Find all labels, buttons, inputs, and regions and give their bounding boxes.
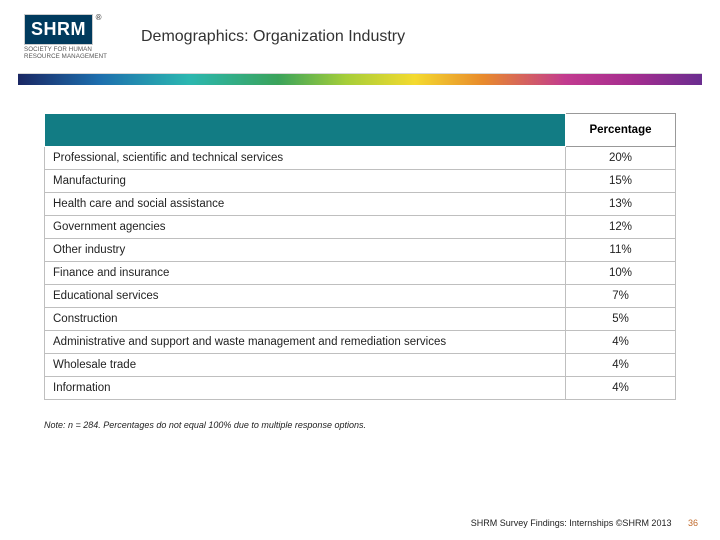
footnote: Note: n = 284. Percentages do not equal …	[44, 420, 676, 430]
percentage-cell: 4%	[566, 353, 676, 376]
percentage-cell: 4%	[566, 376, 676, 399]
industry-table-container: Percentage Professional, scientific and …	[44, 113, 676, 400]
percentage-cell: 20%	[566, 146, 676, 169]
page-title: Demographics: Organization Industry	[141, 28, 405, 46]
percentage-cell: 15%	[566, 169, 676, 192]
percentage-cell: 11%	[566, 238, 676, 261]
industry-cell: Administrative and support and waste man…	[45, 330, 566, 353]
logo-mark: SHRM ®	[24, 14, 93, 45]
industry-cell: Information	[45, 376, 566, 399]
divider-gradient	[18, 73, 702, 85]
table-body: Professional, scientific and technical s…	[45, 146, 676, 399]
table-header-percentage: Percentage	[566, 113, 676, 146]
footer-source: SHRM Survey Findings: Internships ©SHRM …	[471, 518, 672, 528]
table-row: Health care and social assistance13%	[45, 192, 676, 215]
logo-text: SHRM	[31, 19, 86, 39]
industry-cell: Educational services	[45, 284, 566, 307]
slide-footer: SHRM Survey Findings: Internships ©SHRM …	[471, 518, 698, 528]
table-header-empty	[45, 113, 566, 146]
industry-cell: Other industry	[45, 238, 566, 261]
logo: SHRM ® SOCIETY FOR HUMAN RESOURCE MANAGE…	[24, 14, 119, 61]
percentage-cell: 13%	[566, 192, 676, 215]
table-row: Manufacturing15%	[45, 169, 676, 192]
industry-cell: Government agencies	[45, 215, 566, 238]
logo-tagline: SOCIETY FOR HUMAN RESOURCE MANAGEMENT	[24, 47, 119, 61]
slide-header: SHRM ® SOCIETY FOR HUMAN RESOURCE MANAGE…	[0, 0, 720, 69]
industry-cell: Health care and social assistance	[45, 192, 566, 215]
industry-cell: Wholesale trade	[45, 353, 566, 376]
table-row: Educational services7%	[45, 284, 676, 307]
percentage-cell: 10%	[566, 261, 676, 284]
industry-table: Percentage Professional, scientific and …	[44, 113, 676, 400]
page-number: 36	[688, 518, 698, 528]
table-row: Wholesale trade4%	[45, 353, 676, 376]
industry-cell: Professional, scientific and technical s…	[45, 146, 566, 169]
industry-cell: Construction	[45, 307, 566, 330]
table-row: Professional, scientific and technical s…	[45, 146, 676, 169]
table-row: Finance and insurance10%	[45, 261, 676, 284]
table-row: Information4%	[45, 376, 676, 399]
percentage-cell: 5%	[566, 307, 676, 330]
registered-icon: ®	[96, 13, 102, 22]
percentage-cell: 7%	[566, 284, 676, 307]
percentage-cell: 4%	[566, 330, 676, 353]
table-row: Administrative and support and waste man…	[45, 330, 676, 353]
table-row: Construction5%	[45, 307, 676, 330]
table-header-row: Percentage	[45, 113, 676, 146]
percentage-cell: 12%	[566, 215, 676, 238]
industry-cell: Manufacturing	[45, 169, 566, 192]
industry-cell: Finance and insurance	[45, 261, 566, 284]
table-row: Other industry11%	[45, 238, 676, 261]
table-row: Government agencies12%	[45, 215, 676, 238]
